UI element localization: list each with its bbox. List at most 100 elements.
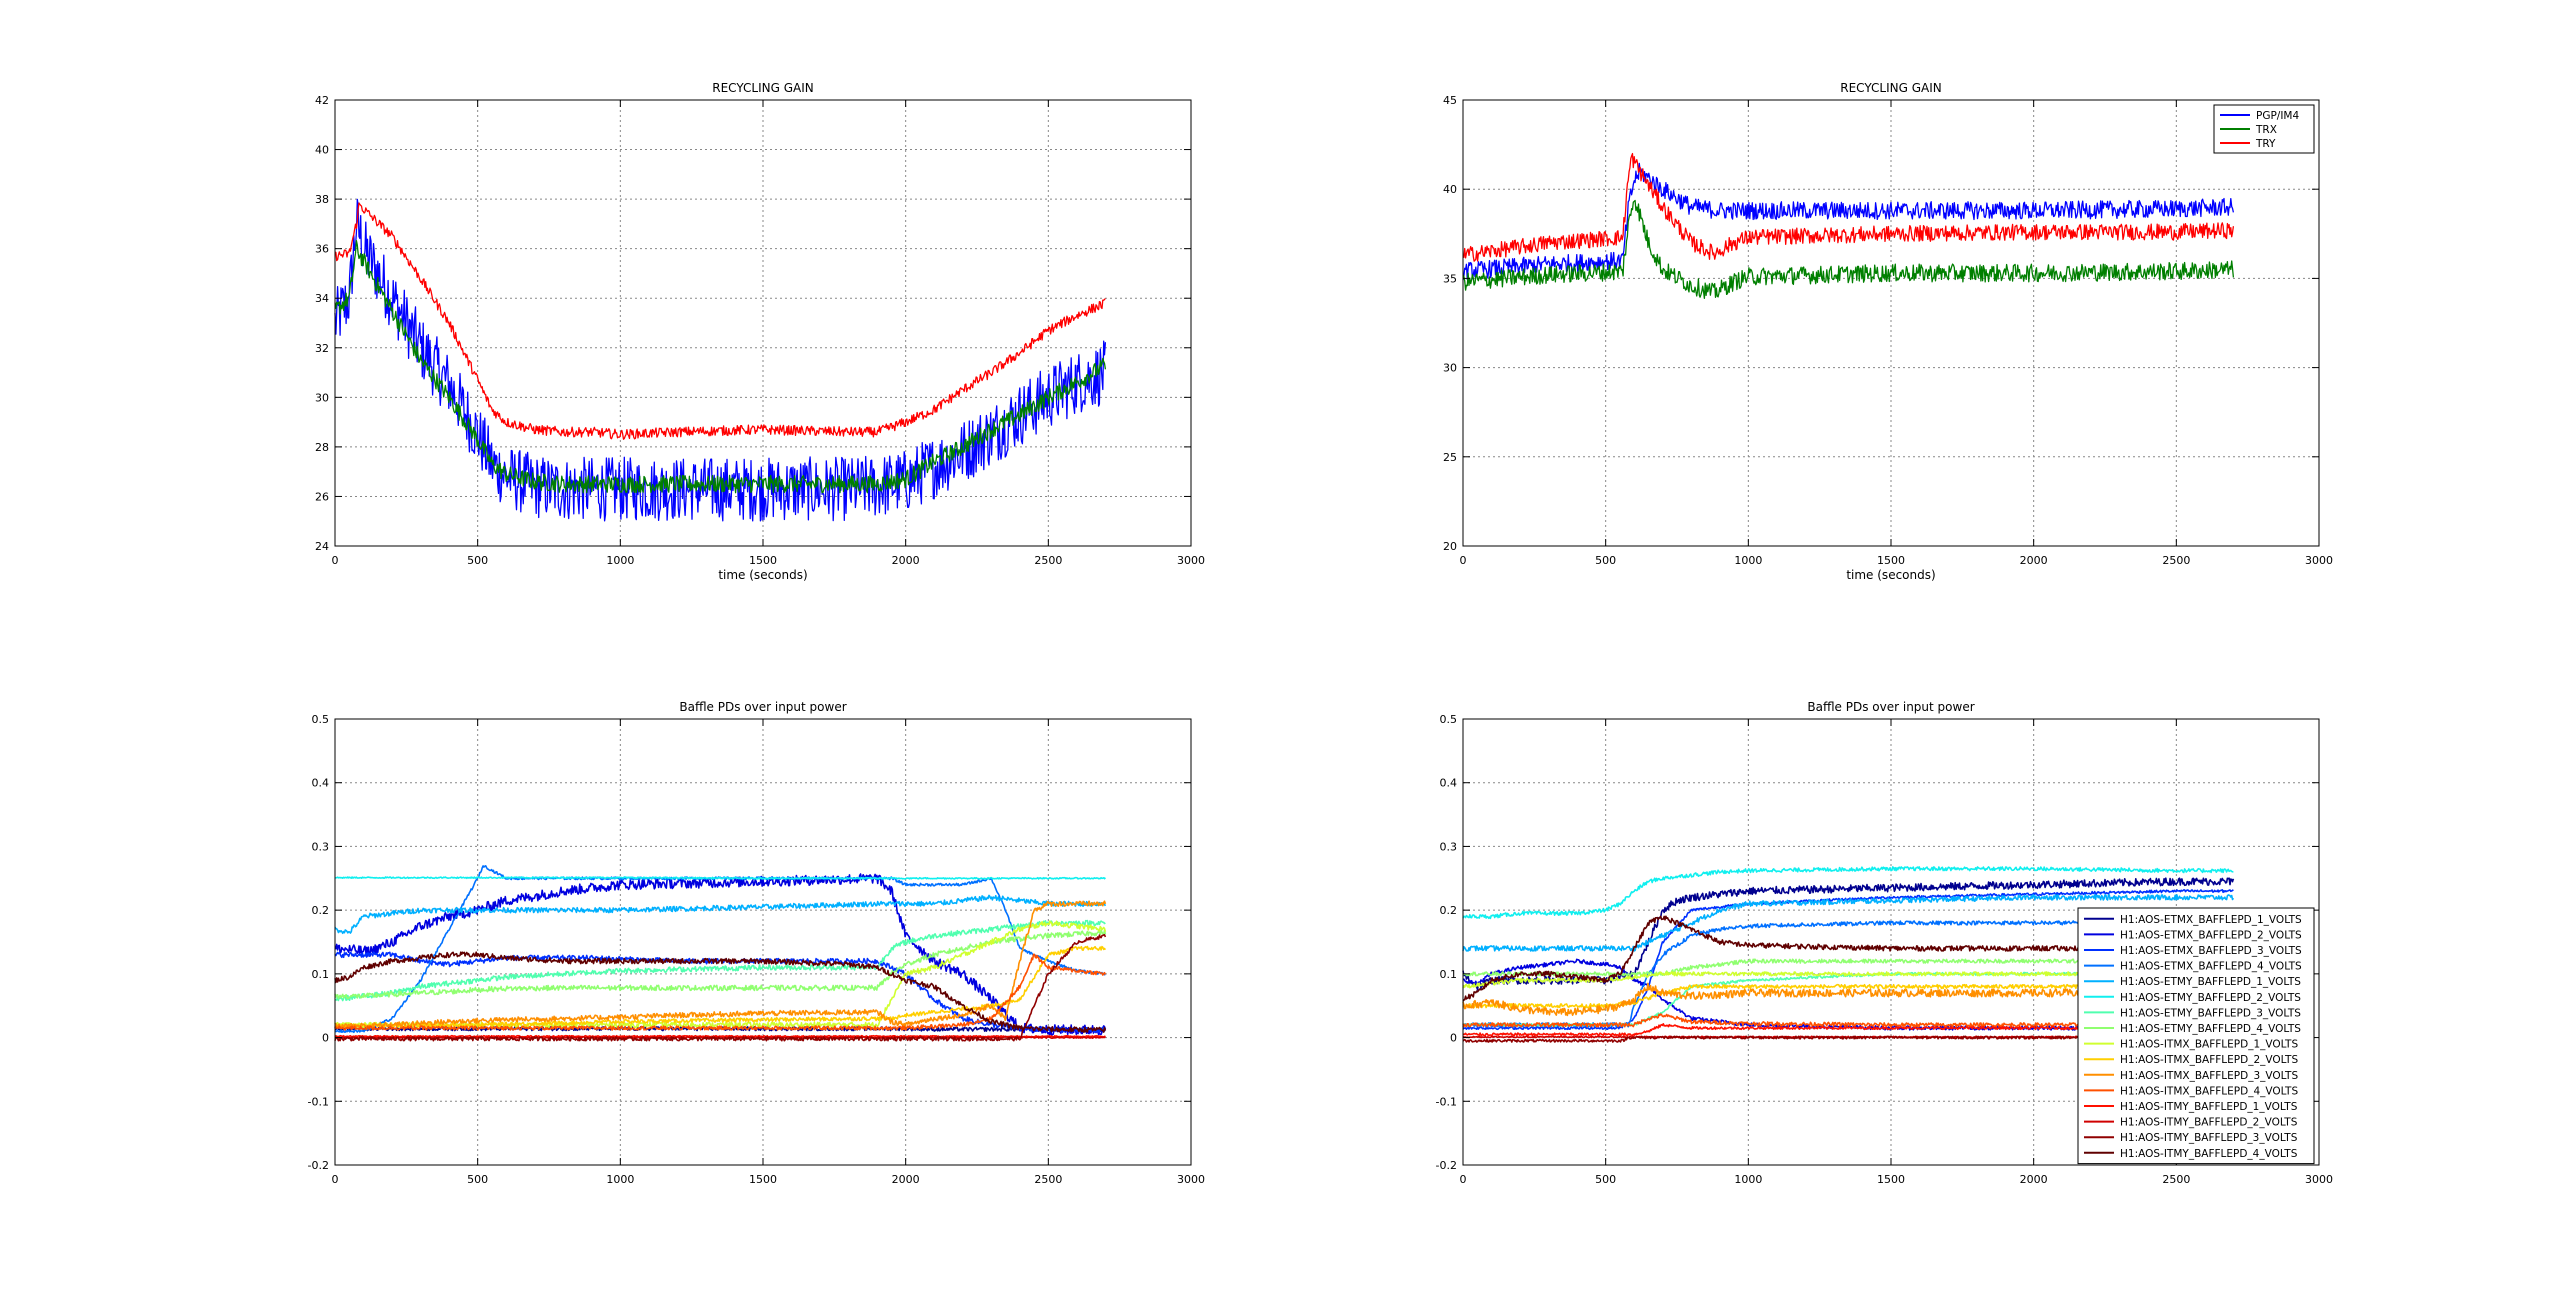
legend: H1:AOS-ETMX_BAFFLEPD_1_VOLTS H1:AOS-ETMX_…: [2077, 907, 2315, 1165]
x-tick-label: 500: [1595, 1173, 1616, 1186]
legend-label: H1:AOS-ETMY_BAFFLEPD_4_VOLTS: [2120, 1023, 2301, 1035]
y-tick-label: 35: [1443, 272, 1457, 285]
legend-label: H1:AOS-ITMX_BAFFLEPD_4_VOLTS: [2120, 1085, 2298, 1097]
legend-box: [2077, 907, 2315, 1165]
y-tick-label: 0.4: [312, 777, 330, 790]
y-tick-label: -0.2: [308, 1159, 329, 1172]
chart-title: Baffle PDs over input power: [1807, 700, 1974, 714]
y-tick-label: 30: [315, 391, 329, 404]
chart-panel-2: 0 500 1000 1500 2000 2500 3000 20 25 30 35 40 45 RECY…: [1443, 81, 2333, 582]
y-tick-label: 0.5: [312, 713, 330, 726]
legend-label: H1:AOS-ITMX_BAFFLEPD_2_VOLTS: [2120, 1054, 2298, 1066]
series-line-16: [334, 951, 1107, 1033]
x-tick-label: 1000: [606, 554, 634, 567]
y-tick-label: 40: [315, 144, 329, 157]
x-tick-label: 0: [1460, 554, 1467, 567]
x-tick-label: 0: [1460, 1173, 1467, 1186]
y-tick-label: 30: [1443, 362, 1457, 375]
series-line-13: [334, 1034, 1106, 1038]
y-tick-label: 0.2: [1440, 904, 1458, 917]
legend: PGP/IM4 TRX TRY: [2213, 104, 2315, 154]
y-tick-label: 0.1: [1440, 968, 1458, 981]
y-tick-label: 42: [315, 94, 329, 107]
legend-label: H1:AOS-ITMX_BAFFLEPD_1_VOLTS: [2120, 1039, 2298, 1051]
y-tick-label: -0.1: [1436, 1095, 1457, 1108]
x-tick-label: 2000: [2020, 554, 2048, 567]
series-line-2: [1462, 199, 2235, 300]
legend-label: TRX: [2255, 124, 2277, 136]
legend-label: H1:AOS-ITMX_BAFFLEPD_3_VOLTS: [2120, 1070, 2298, 1082]
x-tick-label: 1500: [749, 554, 777, 567]
legend-label: H1:AOS-ITMY_BAFFLEPD_4_VOLTS: [2120, 1148, 2298, 1160]
x-tick-label: 500: [467, 554, 488, 567]
x-tick-label: 3000: [2305, 554, 2333, 567]
x-tick-label: 3000: [1177, 1173, 1205, 1186]
x-tick-label: 500: [467, 1173, 488, 1186]
series-line-10: [334, 945, 1107, 1029]
x-tick-label: 2000: [892, 1173, 920, 1186]
y-tick-label: 0: [1450, 1032, 1457, 1045]
y-tick-label: 40: [1443, 183, 1457, 196]
y-tick-label: 34: [315, 292, 329, 305]
series-line-3: [1462, 152, 2235, 262]
series-line-5: [334, 894, 1107, 935]
legend-label: H1:AOS-ETMX_BAFFLEPD_3_VOLTS: [2120, 945, 2302, 957]
y-tick-label: 0.3: [312, 840, 330, 853]
series-line-5: [1462, 894, 2235, 952]
y-tick-label: 20: [1443, 540, 1457, 553]
y-tick-label: 0.4: [1440, 777, 1458, 790]
y-tick-label: 25: [1443, 451, 1457, 464]
series-line-11: [334, 900, 1107, 1030]
x-tick-label: 1500: [1877, 1173, 1905, 1186]
series-line-2: [334, 873, 1107, 1036]
x-axis-label: time (seconds): [1846, 568, 1935, 582]
y-tick-label: 32: [315, 342, 329, 355]
x-tick-label: 1500: [1877, 554, 1905, 567]
y-tick-label: 24: [315, 540, 329, 553]
x-tick-label: 3000: [1177, 554, 1205, 567]
y-tick-label: -0.1: [308, 1095, 329, 1108]
legend-label: H1:AOS-ITMY_BAFFLEPD_3_VOLTS: [2120, 1132, 2298, 1144]
legend-label: TRY: [2255, 138, 2276, 150]
x-tick-label: 2500: [2162, 1173, 2190, 1186]
chart-panel-3: 0 500 1000 1500 2000 2500 3000 -0.2 -0.1 0 0.1 0.2 0…: [308, 700, 1205, 1186]
chart-title: RECYCLING GAIN: [712, 81, 813, 95]
y-tick-label: 0.5: [1440, 713, 1458, 726]
series-line-6: [334, 876, 1106, 880]
series-line-2: [334, 239, 1107, 494]
x-tick-label: 2500: [1034, 554, 1062, 567]
y-tick-label: 45: [1443, 94, 1457, 107]
series-line-3: [334, 202, 1106, 440]
legend-label: H1:AOS-ETMY_BAFFLEPD_1_VOLTS: [2120, 976, 2301, 988]
x-tick-label: 2000: [2020, 1173, 2048, 1186]
legend-label: H1:AOS-ITMY_BAFFLEPD_2_VOLTS: [2120, 1117, 2298, 1129]
legend-label: H1:AOS-ITMY_BAFFLEPD_1_VOLTS: [2120, 1101, 2298, 1113]
x-tick-label: 500: [1595, 554, 1616, 567]
series-line-7: [334, 919, 1106, 1002]
x-tick-label: 0: [332, 1173, 339, 1186]
y-tick-label: 0.1: [312, 968, 330, 981]
x-tick-label: 1500: [749, 1173, 777, 1186]
y-tick-label: 0.3: [1440, 840, 1458, 853]
legend-label: H1:AOS-ETMY_BAFFLEPD_2_VOLTS: [2120, 992, 2301, 1004]
x-tick-label: 0: [332, 554, 339, 567]
legend-label: H1:AOS-ETMX_BAFFLEPD_2_VOLTS: [2120, 929, 2302, 941]
y-tick-label: 28: [315, 441, 329, 454]
chart-panel-4: 0 500 1000 1500 2000 2500 3000 -0.2 -0.1 0 0.1 0.2 0…: [1436, 700, 2333, 1186]
chart-title: Baffle PDs over input power: [679, 700, 846, 714]
series-line-12: [334, 953, 1107, 1031]
x-tick-label: 2500: [2162, 554, 2190, 567]
legend-label: H1:AOS-ETMX_BAFFLEPD_4_VOLTS: [2120, 961, 2302, 973]
x-tick-label: 1000: [1734, 1173, 1762, 1186]
legend-label: PGP/IM4: [2256, 110, 2299, 122]
y-tick-label: 26: [315, 490, 329, 503]
y-tick-label: 36: [315, 243, 329, 256]
x-tick-label: 2500: [1034, 1173, 1062, 1186]
x-axis-label: time (seconds): [718, 568, 807, 582]
chart-title: RECYCLING GAIN: [1840, 81, 1941, 95]
x-tick-label: 2000: [892, 554, 920, 567]
legend-label: H1:AOS-ETMY_BAFFLEPD_3_VOLTS: [2120, 1007, 2301, 1019]
x-tick-label: 1000: [1734, 554, 1762, 567]
chart-panel-1: 0 500 1000 1500 2000 2500 3000 24 26 28 30 32 34 36 38…: [315, 81, 1205, 582]
